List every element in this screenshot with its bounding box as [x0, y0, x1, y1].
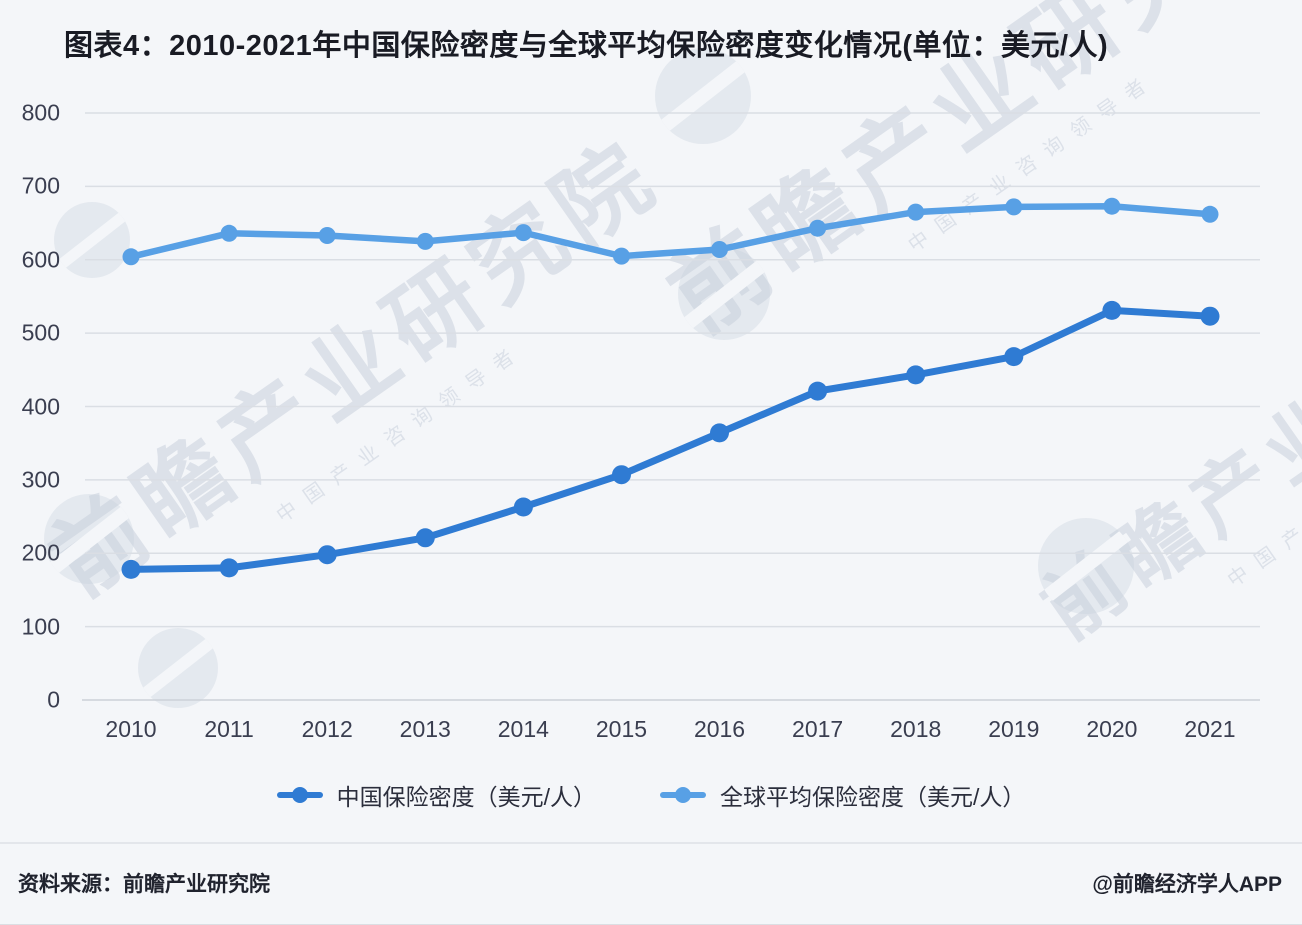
data-point-global-2011 [220, 224, 238, 242]
x-tick-label-2016: 2016 [693, 716, 746, 742]
data-point-global-2010 [122, 248, 140, 266]
y-tick-label-300: 300 [21, 466, 60, 493]
data-point-global-2019 [1005, 198, 1023, 216]
x-tick-label-2013: 2013 [399, 716, 451, 742]
data-point-china-2015 [612, 465, 631, 485]
legend-label-global: 全球平均保险密度（美元/人） [720, 784, 1026, 810]
series-line-china [127, 306, 1214, 573]
legend-item-china: 中国保险密度（美元/人） [276, 778, 596, 812]
data-point-global-2020 [1103, 197, 1121, 215]
y-tick-label-600: 600 [21, 246, 60, 273]
data-point-china-2014 [513, 497, 533, 517]
footer-divider [0, 842, 1302, 844]
global-series-marker-icon [660, 787, 706, 803]
x-tick-label-2010: 2010 [105, 716, 157, 742]
china-series-marker-icon [276, 787, 323, 803]
y-tick-label-400: 400 [21, 393, 60, 419]
data-point-china-2010 [121, 559, 141, 579]
legend-item-global: 全球平均保险密度（美元/人） [660, 778, 1025, 812]
data-point-china-2017 [808, 381, 828, 401]
data-point-global-2012 [318, 227, 336, 244]
chart-legend: 中国保险密度（美元/人） 全球平均保险密度（美元/人） [0, 778, 1302, 812]
y-tick-label-100: 100 [21, 613, 60, 640]
x-tick-label-2014: 2014 [497, 716, 549, 742]
data-point-china-2021 [1200, 306, 1220, 326]
data-point-global-2013 [416, 232, 434, 250]
data-point-china-2011 [219, 558, 239, 578]
legend-label-china: 中国保险密度（美元/人） [336, 784, 596, 810]
x-tick-label-2017: 2017 [792, 716, 844, 742]
data-point-china-2016 [710, 423, 729, 443]
x-tick-label-2011: 2011 [204, 716, 254, 742]
credit-text: @前瞻经济学人APP [1092, 873, 1282, 896]
data-point-global-2018 [907, 203, 925, 221]
data-point-global-2016 [711, 241, 728, 258]
y-tick-label-500: 500 [21, 319, 60, 346]
y-tick-label-800: 800 [21, 99, 60, 126]
data-point-china-2012 [317, 545, 337, 565]
x-tick-label-2020: 2020 [1086, 716, 1138, 742]
data-point-china-2013 [415, 528, 435, 548]
data-point-china-2020 [1102, 300, 1122, 320]
x-tick-label-2012: 2012 [301, 716, 353, 742]
data-source-text: 资料来源：前瞻产业研究院 [18, 873, 270, 896]
chart-title: 图表4：2010-2021年中国保险密度与全球平均保险密度变化情况(单位：美元/… [64, 30, 1109, 62]
x-tick-label-2015: 2015 [595, 716, 648, 742]
y-tick-label-700: 700 [21, 172, 60, 199]
data-point-china-2018 [906, 365, 926, 385]
data-point-global-2017 [809, 219, 827, 237]
y-tick-label-200: 200 [21, 539, 60, 566]
data-point-global-2014 [514, 224, 532, 242]
series-line-global [127, 202, 1214, 261]
x-tick-label-2021: 2021 [1184, 716, 1236, 742]
x-tick-label-2019: 2019 [988, 716, 1040, 742]
data-point-global-2015 [613, 247, 630, 265]
data-point-china-2019 [1004, 347, 1024, 367]
data-point-global-2021 [1201, 205, 1219, 223]
x-tick-label-2018: 2018 [890, 716, 942, 742]
y-tick-label-0: 0 [47, 686, 60, 713]
